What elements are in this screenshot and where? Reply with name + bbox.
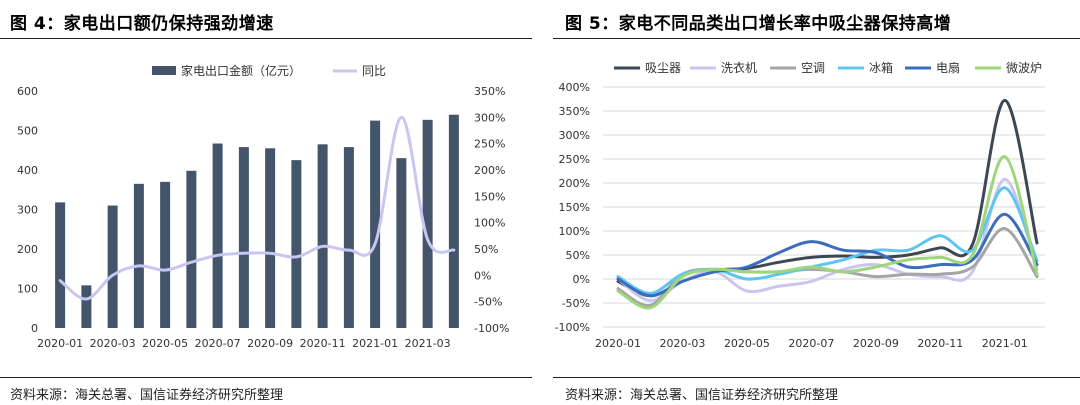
- bar-export-value: [186, 170, 197, 328]
- y-tick-label: 0%: [573, 273, 590, 286]
- y-tick-label: 300%: [559, 129, 590, 142]
- figure-4-panel: 图 4：家电出口额仍保持强劲增速 0 100 200 300 400 500 600 -100…: [0, 14, 532, 403]
- y-right-tick-label: 0%: [474, 269, 491, 282]
- x-tick-label: 2020-05: [142, 337, 188, 350]
- y-right-tick-label: -100%: [474, 322, 509, 335]
- bar-export-value: [317, 144, 328, 328]
- figure-4-title-rule: [0, 38, 532, 39]
- figure-4-title: 图 4：家电出口额仍保持强劲增速: [10, 14, 274, 34]
- bar-export-value: [81, 285, 92, 328]
- x-tick-label: 2020-07: [195, 337, 241, 350]
- figure-5-title-rule: [553, 38, 1080, 39]
- y-tick-label: 250%: [559, 153, 590, 166]
- y-right-tick-label: 200%: [474, 164, 505, 177]
- legend-label-4: 电扇: [936, 60, 960, 75]
- x-tick-label: 2021-01: [982, 337, 1028, 350]
- x-tick-label: 2020-03: [659, 337, 705, 350]
- y-tick-label: -50%: [562, 297, 590, 310]
- y-tick-label: -100%: [555, 321, 590, 334]
- figure-5-source-rule: [553, 377, 1080, 378]
- x-tick-label: 2020-11: [300, 337, 346, 350]
- x-tick-label: 2020-11: [917, 337, 963, 350]
- x-tick-label: 2020-03: [90, 337, 136, 350]
- bar-export-value: [55, 202, 66, 328]
- legend-label-2: 空调: [801, 61, 825, 75]
- y-tick-label: 50%: [566, 249, 590, 262]
- bar-export-value: [422, 119, 433, 329]
- legend-label-5: 微波炉: [1006, 61, 1042, 75]
- x-tick-label: 2020-09: [247, 337, 293, 350]
- y-left-tick-label: 0: [31, 322, 38, 335]
- figure-5-source: 资料来源：海关总署、国信证券经济研究所整理: [565, 388, 839, 403]
- legend-label-bar: 家电出口金额（亿元）: [181, 63, 301, 78]
- y-left-tick-label: 400: [17, 164, 38, 177]
- y-left-tick-label: 500: [17, 125, 38, 138]
- y-right-tick-label: 250%: [474, 138, 505, 151]
- y-left-tick-label: 200: [17, 243, 38, 256]
- figure-5-chart: -100% -50% 0% 50% 100% 150% 200% 250% 300% 350% 40…: [555, 60, 1045, 350]
- y-right-tick-label: 300%: [474, 111, 505, 124]
- legend-label-line: 同比: [362, 64, 386, 78]
- y-tick-label: 350%: [559, 105, 590, 118]
- legend-swatch-bar: [152, 66, 176, 75]
- x-tick-label: 2020-09: [853, 337, 899, 350]
- figure-4-chart: 0 100 200 300 400 500 600 -100% -50% 0% 50% 100% 150…: [17, 63, 509, 350]
- figure-5-title: 图 5：家电不同品类出口增长率中吸尘器保持高增: [565, 14, 952, 34]
- bar-export-value: [370, 120, 381, 328]
- bar-export-value: [396, 158, 407, 328]
- y-left-tick-label: 600: [17, 85, 38, 98]
- bar-export-value: [160, 181, 171, 328]
- bar-export-value: [265, 148, 276, 328]
- bar-export-value: [107, 205, 118, 328]
- legend-label-1: 洗衣机: [721, 60, 757, 75]
- y-left-tick-label: 300: [17, 204, 38, 217]
- y-left-tick-label: 100: [17, 283, 38, 296]
- y-right-tick-label: 100%: [474, 217, 505, 230]
- bar-export-value: [238, 147, 249, 328]
- y-right-tick-label: -50%: [474, 296, 502, 309]
- y-tick-label: 100%: [559, 225, 590, 238]
- legend-label-0: 吸尘器: [645, 61, 681, 75]
- line-yoy-series: [58, 115, 456, 301]
- y-tick-label: 200%: [559, 177, 590, 190]
- y-tick-label: 150%: [559, 201, 590, 214]
- x-tick-label: 2021-01: [352, 337, 398, 350]
- figure-5-panel: 图 5：家电不同品类出口增长率中吸尘器保持高增 -100% -50% 0% 50% 10…: [540, 0, 1080, 405]
- y-right-tick-label: 150%: [474, 190, 505, 203]
- y-tick-label: 400%: [559, 81, 590, 94]
- line-series-5: [616, 155, 1039, 310]
- bar-export-value: [212, 143, 223, 328]
- bar-export-value: [343, 147, 354, 328]
- x-tick-label: 2020-07: [788, 337, 834, 350]
- y-right-tick-label: 50%: [474, 243, 498, 256]
- legend-label-3: 冰箱: [869, 60, 893, 75]
- x-tick-label: 2021-03: [405, 337, 451, 350]
- bar-export-value: [291, 160, 302, 328]
- figure-4-source: 资料来源：海关总署、国信证券经济研究所整理: [10, 388, 284, 403]
- bar-export-value: [448, 114, 459, 328]
- x-tick-label: 2020-01: [37, 337, 83, 350]
- bar-export-value: [133, 183, 144, 328]
- y-right-tick-label: 350%: [474, 85, 505, 98]
- x-tick-label: 2020-05: [724, 337, 770, 350]
- x-tick-label: 2020-01: [595, 337, 641, 350]
- figure-4-source-rule: [0, 377, 532, 378]
